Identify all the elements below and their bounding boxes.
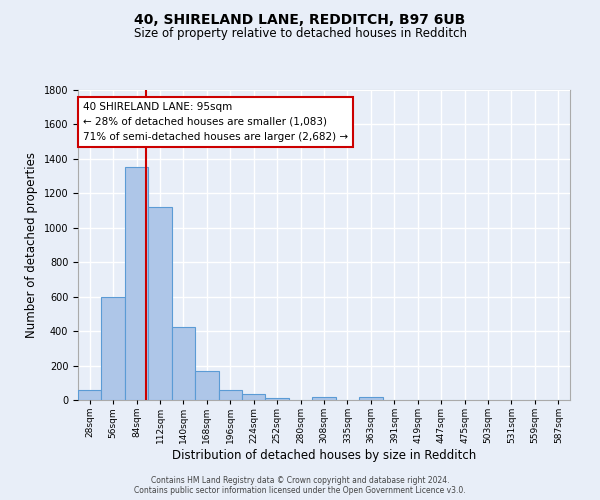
Bar xyxy=(172,327,195,400)
Bar xyxy=(78,390,101,400)
Bar xyxy=(242,394,265,400)
Bar xyxy=(265,398,289,400)
Text: 40, SHIRELAND LANE, REDDITCH, B97 6UB: 40, SHIRELAND LANE, REDDITCH, B97 6UB xyxy=(134,12,466,26)
Text: Contains public sector information licensed under the Open Government Licence v3: Contains public sector information licen… xyxy=(134,486,466,495)
Bar xyxy=(148,207,172,400)
Bar xyxy=(359,396,383,400)
Text: Size of property relative to detached houses in Redditch: Size of property relative to detached ho… xyxy=(133,28,467,40)
Bar xyxy=(312,396,336,400)
Text: 40 SHIRELAND LANE: 95sqm
← 28% of detached houses are smaller (1,083)
71% of sem: 40 SHIRELAND LANE: 95sqm ← 28% of detach… xyxy=(83,102,348,142)
Bar xyxy=(218,390,242,400)
Bar xyxy=(195,370,218,400)
X-axis label: Distribution of detached houses by size in Redditch: Distribution of detached houses by size … xyxy=(172,449,476,462)
Text: Contains HM Land Registry data © Crown copyright and database right 2024.: Contains HM Land Registry data © Crown c… xyxy=(151,476,449,485)
Bar xyxy=(101,296,125,400)
Bar xyxy=(125,168,148,400)
Y-axis label: Number of detached properties: Number of detached properties xyxy=(25,152,38,338)
